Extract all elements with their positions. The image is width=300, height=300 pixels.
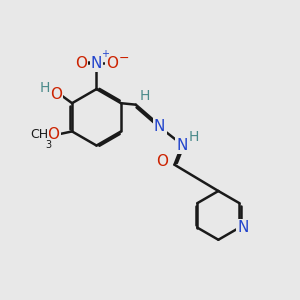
Text: +: + [101, 49, 109, 59]
Text: H: H [140, 89, 150, 103]
Text: O: O [48, 127, 60, 142]
Text: 3: 3 [45, 140, 51, 150]
Text: N: N [237, 220, 249, 235]
Text: N: N [91, 56, 102, 71]
Text: H: H [189, 130, 199, 144]
Text: O: O [75, 56, 87, 71]
Text: H: H [39, 81, 50, 95]
Text: O: O [157, 154, 169, 169]
Text: O: O [106, 56, 118, 71]
Text: N: N [176, 138, 188, 153]
Text: N: N [154, 119, 165, 134]
Text: O: O [50, 87, 62, 102]
Text: −: − [118, 52, 129, 65]
Text: CH: CH [30, 128, 48, 141]
